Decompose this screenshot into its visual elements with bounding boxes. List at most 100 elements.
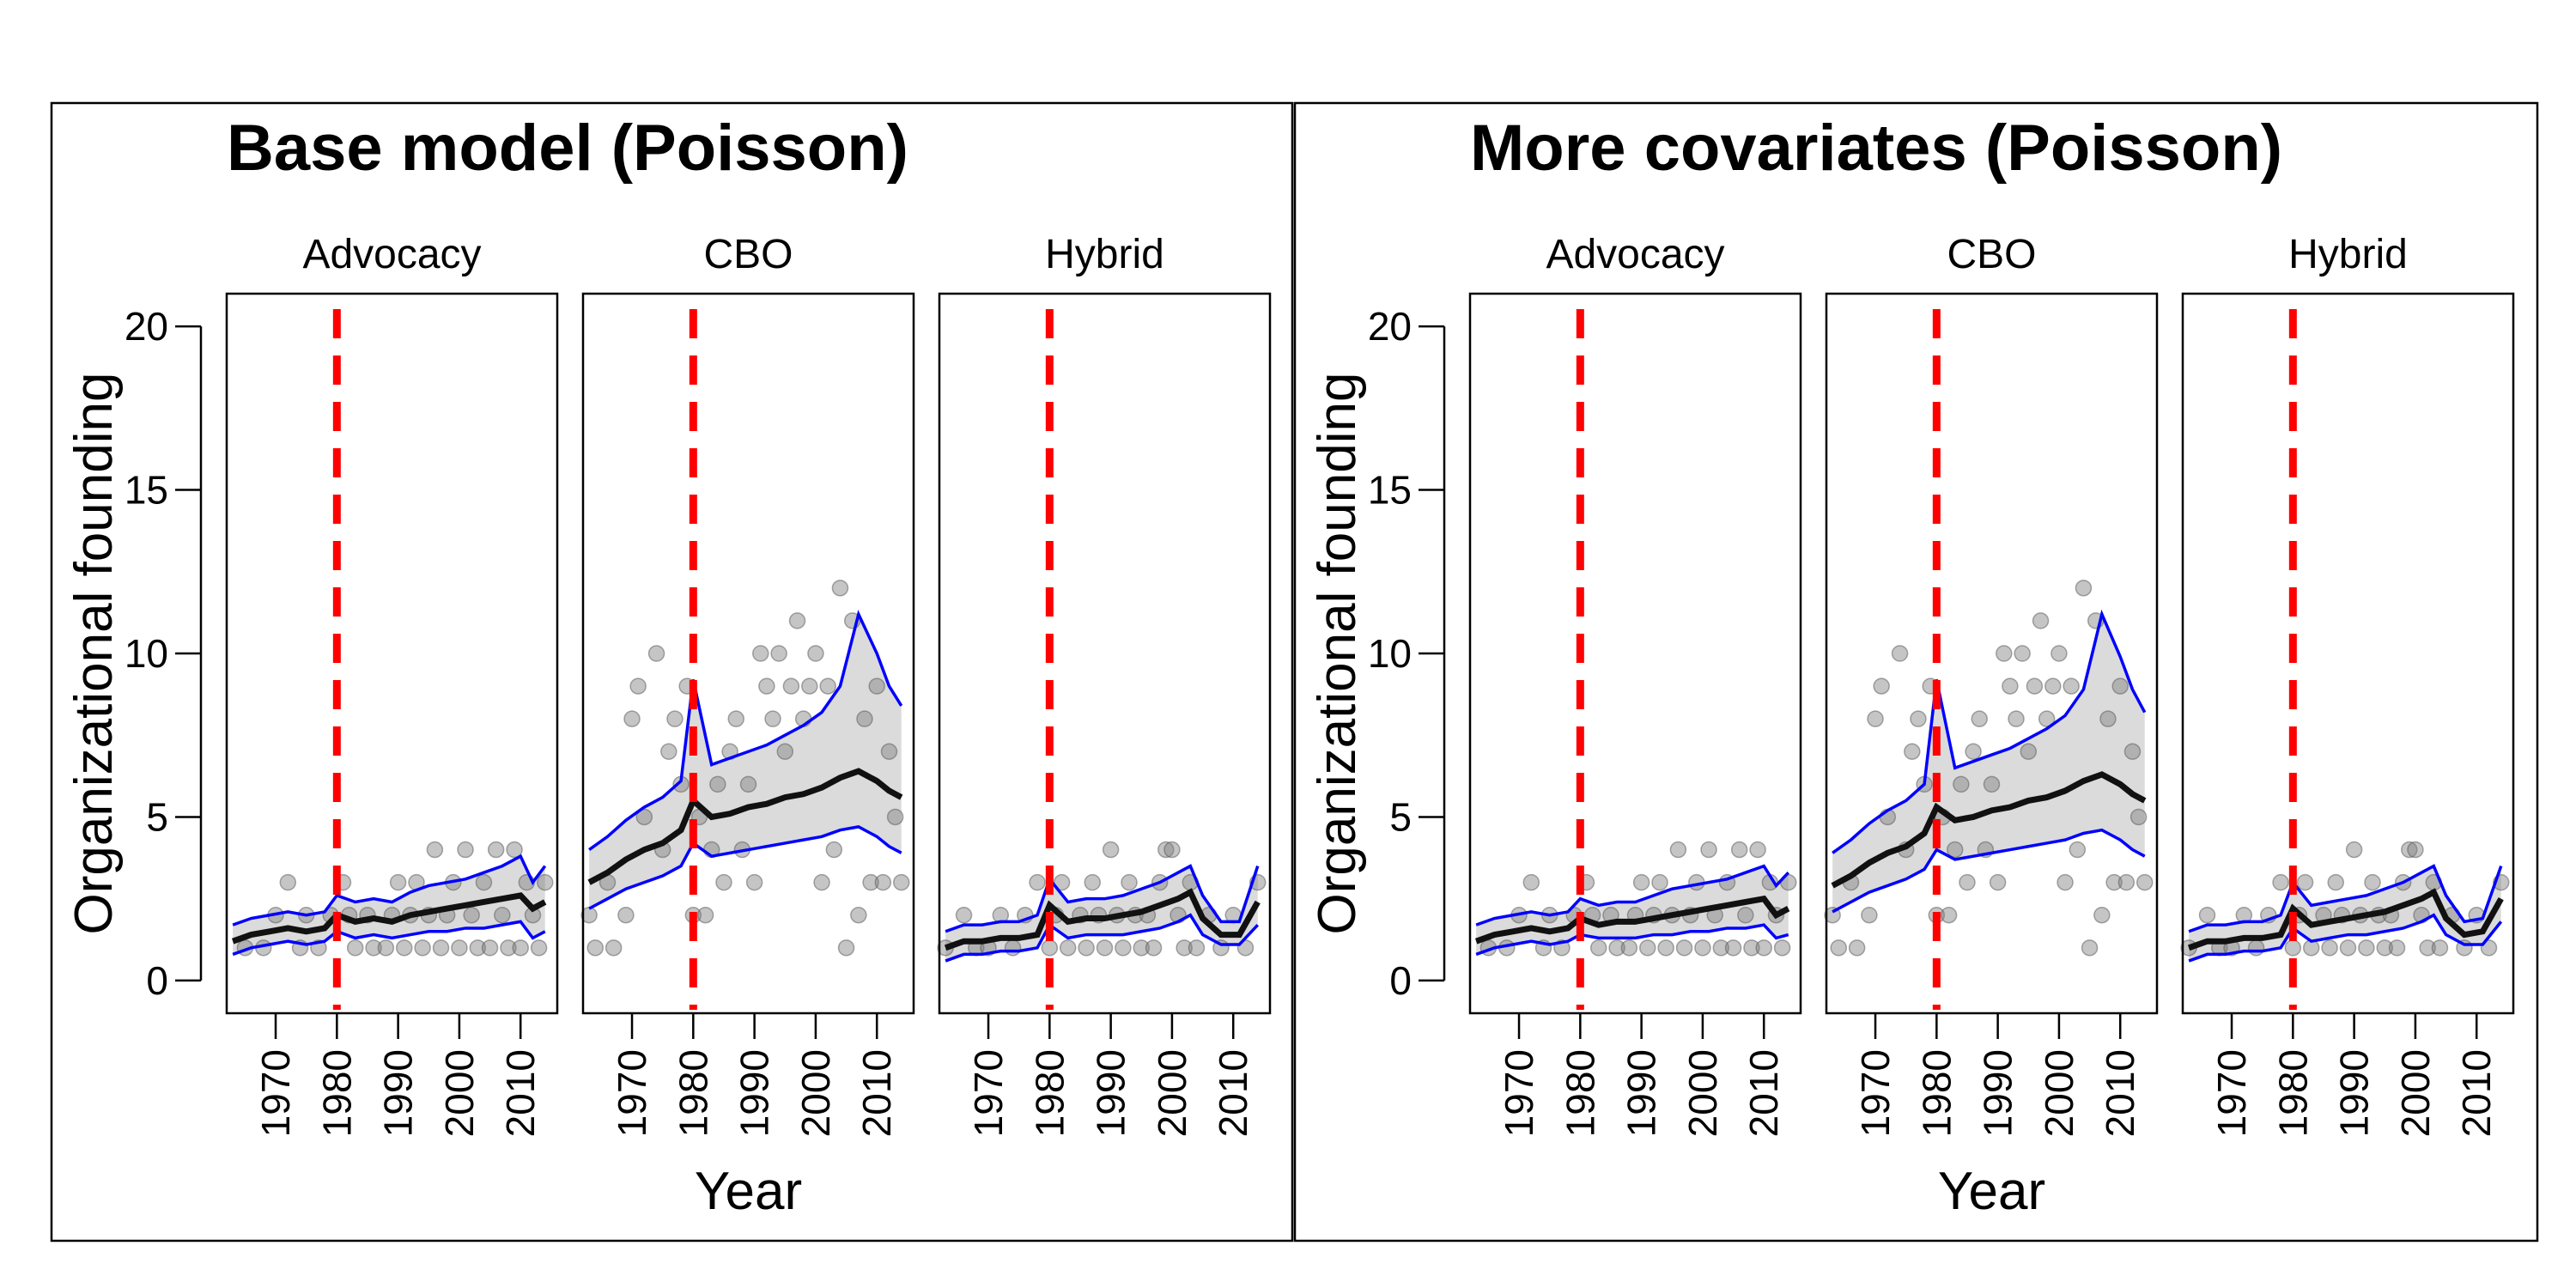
y-tick-label: 0: [146, 958, 168, 1003]
observed-point: [770, 645, 787, 662]
observed-point: [1983, 775, 2001, 793]
x-tick-label: 1970: [1497, 1049, 1541, 1137]
observed-point: [2117, 873, 2136, 891]
x-tick-label: 1970: [1853, 1049, 1898, 1137]
facet-label: Hybrid: [2288, 232, 2408, 277]
x-tick-label: 1980: [2270, 1049, 2315, 1137]
lower-interval-line: [945, 913, 1260, 963]
observed-point: [1867, 710, 1884, 727]
observed-point: [1737, 906, 1754, 924]
observed-point: [850, 906, 867, 924]
observed-point: [2327, 873, 2344, 891]
observed-point: [696, 906, 714, 924]
observed-point: [776, 743, 794, 761]
x-tick-label: 1990: [1089, 1049, 1133, 1137]
observed-point: [2407, 841, 2424, 859]
observed-point: [1041, 939, 1059, 957]
observed-point: [500, 939, 517, 957]
x-axis-title: Year: [695, 1162, 802, 1221]
observed-point: [432, 939, 450, 957]
observed-point: [1694, 939, 1711, 957]
observed-point: [605, 939, 623, 957]
observed-point: [1959, 873, 1976, 891]
observed-point: [2129, 808, 2148, 826]
x-tick-label: 1980: [1558, 1049, 1602, 1137]
observed-point: [2069, 841, 2087, 859]
observed-point: [709, 775, 726, 793]
observed-point: [346, 939, 364, 957]
x-tick-label: 2000: [437, 1049, 482, 1137]
facet-label: Hybrid: [1045, 232, 1164, 277]
observed-point: [1084, 873, 1101, 891]
observed-point: [1989, 873, 2007, 891]
x-tick-label: 2010: [1211, 1049, 1255, 1137]
observed-point: [2321, 939, 2338, 957]
observed-point: [451, 939, 468, 957]
observed-point: [1904, 743, 1921, 761]
upper-interval-line: [1475, 864, 1790, 927]
observed-point: [617, 906, 635, 924]
observed-point: [647, 645, 665, 662]
observed-point: [1755, 939, 1772, 957]
x-tick-label: 2010: [1741, 1049, 1786, 1137]
x-tick-label: 1980: [1027, 1049, 1072, 1137]
observed-point: [813, 873, 830, 891]
observed-point: [880, 743, 898, 761]
observed-point: [475, 873, 493, 891]
facet-advocacy: Advocacy 1970 1980 1990 2000 2010: [1468, 232, 1802, 1137]
x-axis-title: Year: [1938, 1162, 2045, 1221]
observed-point: [2099, 710, 2117, 727]
observed-point: [1873, 677, 1890, 695]
observed-point: [862, 873, 879, 891]
observed-point: [426, 841, 444, 859]
observed-point: [2284, 939, 2302, 957]
facet-label: CBO: [703, 232, 793, 277]
y-tick-label: 20: [125, 304, 168, 349]
observed-point: [2093, 906, 2111, 924]
observed-point: [1996, 645, 2013, 662]
observed-point: [837, 939, 855, 957]
observed-point: [1133, 939, 1151, 957]
observed-point: [2358, 939, 2375, 957]
observed-point: [1669, 841, 1687, 859]
chart-panel-1: Base model (Poisson) 0 5 10 15 20Organization…: [50, 101, 1294, 1242]
observed-point: [389, 873, 407, 891]
observed-point: [2044, 677, 2062, 695]
facet-label: CBO: [1947, 232, 2036, 277]
facet-label: Advocacy: [302, 232, 481, 277]
upper-interval-line: [1832, 609, 2147, 854]
observed-point: [2401, 841, 2418, 859]
observed-point: [1121, 873, 1138, 891]
observed-point: [660, 743, 677, 761]
observed-point: [2345, 841, 2363, 859]
lower-interval-line: [232, 920, 546, 957]
observed-point: [2020, 743, 2038, 761]
x-tick-label: 2000: [1150, 1049, 1194, 1137]
fitted-line: [944, 888, 1261, 951]
facet-cbo: CBO 1970 1980 1990 2000 2010: [580, 232, 915, 1137]
observed-point: [745, 873, 763, 891]
observed-point: [1848, 939, 1866, 957]
observed-point: [1773, 939, 1791, 957]
observed-point: [414, 939, 431, 957]
x-tick-label: 2010: [854, 1049, 899, 1137]
observed-point: [1940, 906, 1958, 924]
observed-point: [279, 873, 297, 891]
facet-frame: [225, 292, 559, 1015]
observed-point: [494, 906, 511, 924]
observed-point: [2057, 873, 2074, 891]
confidence-band: [589, 614, 902, 909]
observed-point: [2388, 939, 2406, 957]
confidence-band: [233, 856, 545, 955]
observed-point: [1632, 873, 1650, 891]
observed-point: [1830, 939, 1848, 957]
observed-point: [2296, 873, 2314, 891]
observed-point: [2063, 677, 2080, 695]
facet-hybrid: Hybrid 1970 1980 1990 2000 2010: [2180, 232, 2515, 1137]
observed-point: [377, 939, 395, 957]
observed-point: [1675, 939, 1693, 957]
x-tick-label: 1990: [1976, 1049, 2020, 1137]
x-tick-label: 2000: [2037, 1049, 2081, 1137]
x-tick-label: 1970: [610, 1049, 654, 1137]
